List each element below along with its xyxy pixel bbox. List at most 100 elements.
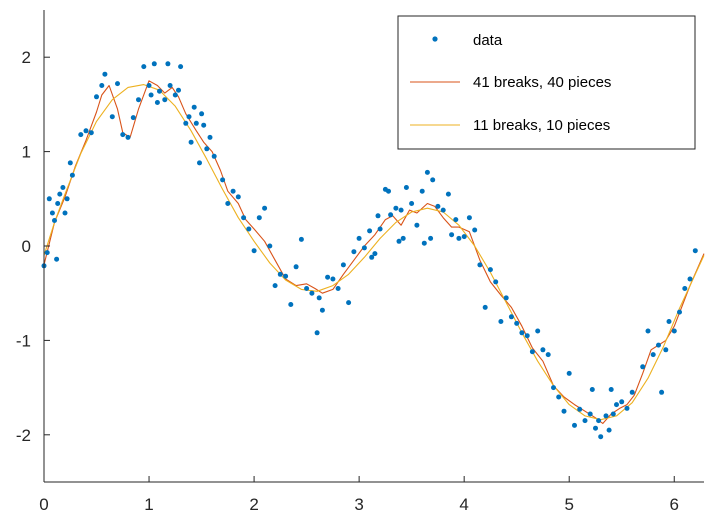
data-point	[514, 320, 520, 326]
data-point	[587, 411, 593, 417]
data-point	[204, 146, 210, 152]
data-point	[49, 210, 55, 216]
x-tick-label: 3	[354, 495, 363, 514]
data-point	[656, 342, 661, 348]
data-point	[120, 132, 126, 138]
data-point	[545, 352, 551, 358]
data-point	[262, 205, 268, 211]
data-point	[603, 413, 609, 419]
data-point	[640, 364, 646, 370]
data-point	[561, 408, 567, 414]
data-point	[57, 191, 63, 197]
y-tick-label: -2	[16, 426, 31, 445]
data-point	[211, 153, 217, 159]
data-point	[428, 235, 434, 241]
data-point	[367, 228, 373, 234]
data-point	[220, 177, 226, 183]
data-point	[671, 328, 677, 334]
data-point	[645, 328, 651, 334]
data-point	[624, 405, 630, 411]
data-point	[335, 286, 341, 291]
data-point	[314, 330, 320, 336]
data-point	[109, 114, 115, 120]
data-point	[78, 132, 84, 138]
data-point	[256, 215, 262, 221]
data-point	[62, 210, 68, 216]
data-point	[608, 387, 614, 392]
data-point	[277, 271, 283, 277]
axes-layer: 0 1 2 3 4 5 6 2 1 0 -1 -2	[16, 10, 704, 514]
data-point	[596, 418, 602, 424]
data-point	[572, 422, 577, 428]
data-point	[614, 402, 619, 408]
y-tick-label: -1	[16, 331, 31, 350]
data-point	[351, 249, 357, 255]
data-point	[325, 274, 331, 280]
data-point	[666, 319, 672, 324]
data-point	[267, 243, 273, 249]
data-point	[472, 227, 478, 233]
data-point	[272, 283, 278, 289]
x-tick-label: 6	[670, 495, 679, 514]
data-point	[650, 352, 656, 358]
data-point	[477, 262, 483, 268]
data-point	[64, 196, 70, 202]
data-point	[157, 88, 162, 94]
data-point	[201, 122, 207, 128]
data-point	[403, 185, 409, 190]
data-point	[377, 226, 383, 232]
data-point	[393, 205, 399, 211]
data-point	[682, 286, 688, 291]
data-point	[529, 349, 535, 355]
data-point	[610, 411, 616, 417]
data-point	[487, 267, 493, 273]
data-point	[598, 434, 604, 440]
data-point	[663, 347, 669, 353]
data-point	[246, 226, 252, 232]
data-point	[141, 64, 147, 70]
y-tick-label: 1	[22, 143, 31, 162]
data-point	[67, 160, 73, 166]
data-point	[540, 347, 546, 353]
data-point	[409, 201, 415, 206]
data-point	[386, 188, 391, 194]
data-point	[199, 111, 205, 117]
data-point	[687, 276, 693, 282]
data-point	[178, 64, 184, 70]
data-point	[293, 264, 299, 270]
data-point	[493, 279, 499, 285]
data-point	[83, 128, 89, 134]
data-layer	[41, 61, 705, 440]
x-tick-label: 0	[39, 495, 48, 514]
legend-label-fit41: 41 breaks, 40 pieces	[473, 74, 611, 91]
data-point	[136, 97, 141, 103]
data-point	[60, 185, 66, 190]
x-tick-label: 1	[144, 495, 153, 514]
data-point	[251, 248, 257, 254]
data-point	[167, 83, 173, 88]
data-point	[400, 235, 406, 241]
data-point	[619, 399, 625, 405]
data-point	[340, 262, 346, 268]
data-point	[162, 97, 168, 103]
x-tick-label: 5	[564, 495, 573, 514]
data-point	[283, 273, 289, 279]
data-point	[99, 83, 105, 88]
data-point	[361, 245, 367, 251]
data-point	[46, 196, 52, 202]
data-point	[398, 207, 404, 213]
data-point	[298, 236, 304, 242]
data-point	[304, 286, 310, 291]
data-point	[456, 235, 462, 241]
data-point	[241, 215, 247, 221]
data-point	[188, 139, 194, 145]
data-point	[309, 290, 315, 296]
data-point	[629, 389, 635, 395]
data-point	[225, 201, 231, 206]
data-point	[172, 92, 178, 98]
y-tick-label: 2	[22, 48, 31, 67]
data-point	[396, 238, 402, 244]
data-point	[414, 222, 420, 228]
data-point	[316, 295, 322, 301]
data-point	[589, 387, 595, 392]
